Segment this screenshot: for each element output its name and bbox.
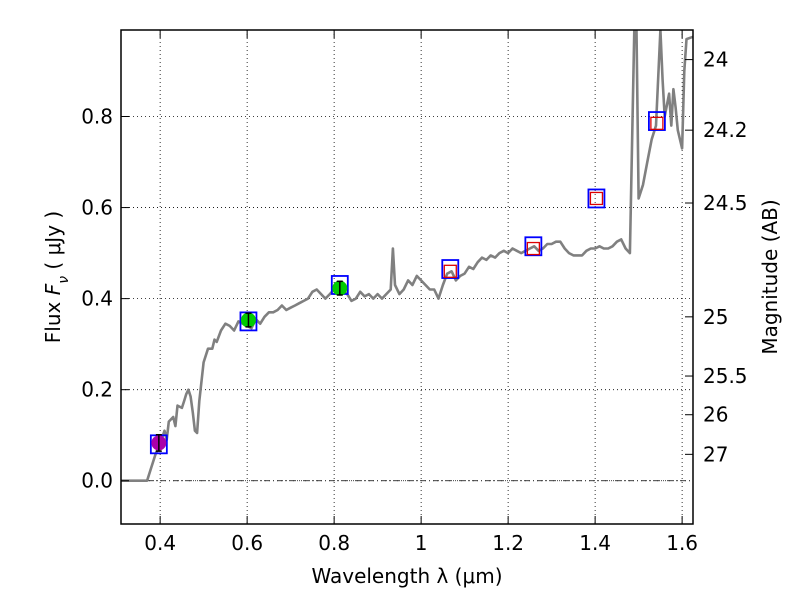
magnitude-tick-label: 24 bbox=[703, 48, 728, 72]
model-magnitude-square bbox=[441, 259, 460, 279]
model-magnitude-square bbox=[239, 311, 258, 332]
model-magnitude-square bbox=[524, 236, 543, 257]
plot-frame bbox=[120, 29, 694, 525]
x-tick-label: 1 bbox=[415, 531, 428, 555]
x-tick-label: 1.4 bbox=[579, 531, 611, 555]
y-tick-label: 0.4 bbox=[81, 287, 113, 311]
magnitude-tick-label: 27 bbox=[703, 442, 728, 466]
y-label-tail: ( μJy ) bbox=[41, 211, 65, 276]
magnitude-tick-label: 24.2 bbox=[703, 118, 748, 142]
magnitude-tick-label: 25 bbox=[703, 305, 728, 329]
grid bbox=[121, 30, 693, 524]
markers bbox=[149, 111, 666, 455]
observed-upper-square bbox=[526, 241, 541, 256]
y-tick-label: 0.6 bbox=[81, 196, 113, 220]
observed-upper-square bbox=[589, 191, 604, 206]
ticks: 0.4 0.6 0.8 1 1.2 1.4 1.6 0.0 0.2 0.4 0.6 0.8 24 24.2… bbox=[81, 30, 748, 555]
y-tick-label: 0.8 bbox=[81, 105, 113, 129]
x-tick-label: 0.8 bbox=[318, 531, 350, 555]
magnitude-tick-label: 25.5 bbox=[703, 364, 748, 388]
magnitude-tick-label: 26 bbox=[703, 403, 728, 427]
x-tick-label: 0.4 bbox=[144, 531, 176, 555]
y-label-subscript: ν bbox=[56, 276, 72, 284]
model-magnitude-square bbox=[587, 188, 606, 209]
x-tick-label: 1.2 bbox=[492, 531, 524, 555]
observed-upper-square bbox=[650, 116, 664, 130]
x-tick-label: 1.6 bbox=[666, 531, 698, 555]
x-tick-label: 0.6 bbox=[231, 531, 263, 555]
y-label-lead: Flux bbox=[41, 295, 65, 343]
y-tick-label: 0.2 bbox=[81, 378, 113, 402]
y-label-symbol: F bbox=[41, 283, 65, 295]
magnitude-tick-label: 24.5 bbox=[703, 191, 748, 215]
model-magnitude-square bbox=[647, 111, 666, 131]
model-spectrum-line bbox=[121, 30, 693, 482]
right-axis-label: Magnitude (AB) bbox=[758, 199, 782, 354]
observed-upper-square bbox=[443, 264, 457, 278]
plot-area bbox=[121, 30, 693, 482]
y-axis-label: Flux Fν ( μJy ) bbox=[41, 211, 72, 343]
x-axis-label: Wavelength λ (μm) bbox=[311, 564, 502, 588]
y-tick-label: 0.0 bbox=[81, 469, 113, 493]
